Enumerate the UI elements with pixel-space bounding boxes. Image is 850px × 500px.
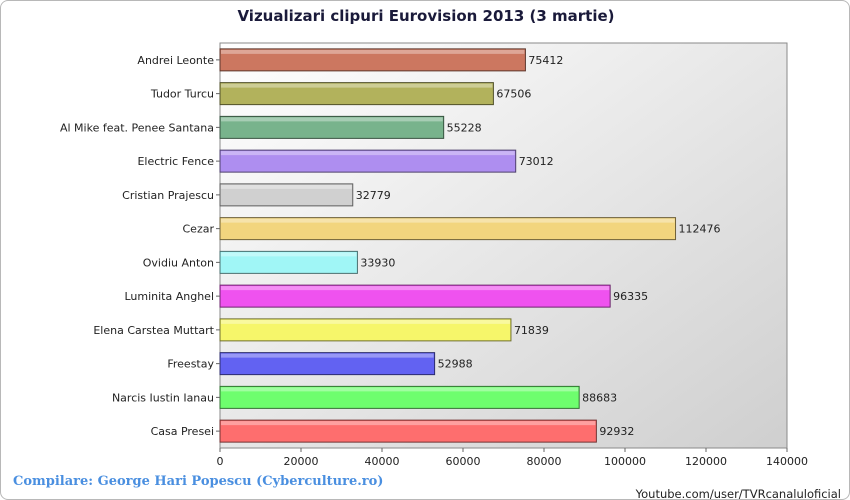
category-label: Narcis Iustin Ianau <box>112 391 214 404</box>
credit-text: Compilare: George Hari Popescu (Cybercul… <box>13 474 384 489</box>
x-tick-label: 0 <box>217 455 224 468</box>
bar-value-label: 112476 <box>679 223 721 236</box>
bar-value-label: 32779 <box>356 189 391 202</box>
category-label: Tudor Turcu <box>150 88 214 101</box>
category-label: Elena Carstea Muttart <box>93 324 214 337</box>
x-tick-label: 80000 <box>527 455 562 468</box>
x-tick-label: 100000 <box>604 455 646 468</box>
x-tick-label: 20000 <box>284 455 319 468</box>
bar-highlight <box>221 184 352 189</box>
bar-highlight <box>221 387 579 392</box>
bar-value-label: 73012 <box>519 155 554 168</box>
bar-value-label: 55228 <box>447 121 482 134</box>
x-tick-label: 40000 <box>365 455 400 468</box>
category-label: Al Mike feat. Penee Santana <box>60 121 214 134</box>
category-label: Luminita Anghel <box>124 290 214 303</box>
bar-value-label: 33930 <box>360 256 395 269</box>
plot-area <box>219 42 788 449</box>
x-tick-label: 120000 <box>685 455 727 468</box>
bar-highlight <box>221 83 493 88</box>
bar-value-label: 67506 <box>496 88 531 101</box>
category-label: Andrei Leonte <box>137 54 214 67</box>
bar-value-label: 88683 <box>582 391 617 404</box>
source-text: Youtube.com/user/TVRcanaluloficial <box>635 487 841 500</box>
x-tick-label: 140000 <box>766 455 808 468</box>
category-label: Ovidiu Anton <box>143 256 214 269</box>
bar-highlight <box>221 353 434 358</box>
category-label: Freestay <box>167 358 214 371</box>
bar-value-label: 75412 <box>528 54 563 67</box>
bar-highlight <box>221 49 525 54</box>
bar-value-label: 71839 <box>514 324 549 337</box>
bar-highlight <box>221 319 510 324</box>
bar-highlight <box>221 286 610 291</box>
bar-highlight <box>221 151 515 156</box>
bar-highlight <box>221 252 357 257</box>
bar-value-label: 96335 <box>613 290 648 303</box>
category-label: Casa Presei <box>151 425 214 438</box>
category-label: Cristian Prajescu <box>122 189 214 202</box>
category-label: Electric Fence <box>137 155 214 168</box>
bar-highlight <box>221 218 675 223</box>
bar-highlight <box>221 117 443 122</box>
bar-highlight <box>221 421 596 426</box>
bar-value-label: 52988 <box>438 358 473 371</box>
x-tick-label: 60000 <box>446 455 481 468</box>
chart-title: Vizualizari clipuri Eurovision 2013 (3 m… <box>237 7 615 25</box>
bar-value-label: 92932 <box>599 425 634 438</box>
category-label: Cezar <box>183 223 215 236</box>
